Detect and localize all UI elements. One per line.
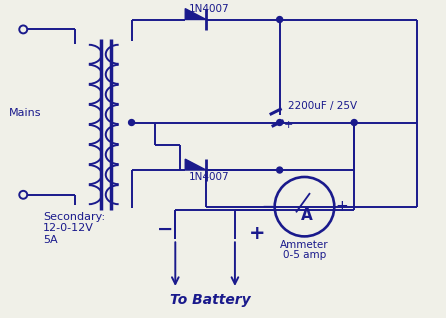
Text: +: + <box>248 225 265 243</box>
Text: 1N4007: 1N4007 <box>189 172 230 182</box>
Text: −: − <box>261 199 274 214</box>
Text: Secondary:: Secondary: <box>43 211 105 222</box>
Circle shape <box>277 17 283 23</box>
Circle shape <box>277 167 283 173</box>
Text: To Battery: To Battery <box>170 293 250 307</box>
Circle shape <box>128 120 135 126</box>
Polygon shape <box>185 159 206 170</box>
Text: +: + <box>335 199 347 214</box>
Text: 12-0-12V: 12-0-12V <box>43 224 94 233</box>
Text: 0-5 amp: 0-5 amp <box>283 250 326 260</box>
Text: A: A <box>301 208 312 223</box>
Text: Mains: Mains <box>9 107 42 118</box>
Polygon shape <box>185 9 206 19</box>
Text: 1N4007: 1N4007 <box>189 3 230 14</box>
Text: Ammeter: Ammeter <box>280 240 329 250</box>
Text: −: − <box>157 219 173 238</box>
Circle shape <box>351 120 357 126</box>
Text: 5A: 5A <box>43 235 58 245</box>
Text: 2200uF / 25V: 2200uF / 25V <box>288 100 357 111</box>
Text: +: + <box>284 121 293 130</box>
Circle shape <box>277 120 283 126</box>
